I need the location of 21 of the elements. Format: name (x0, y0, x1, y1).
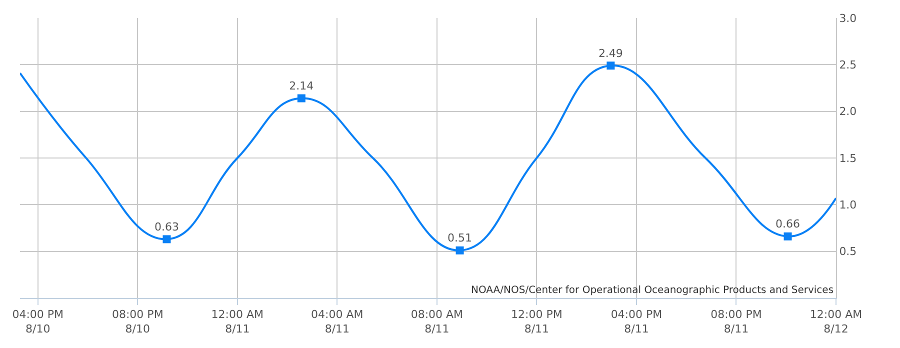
x-tick-label: 12:00 AM 8/12 (810, 308, 862, 336)
data-label: 2.49 (598, 46, 623, 60)
x-tick-label: 12:00 AM 8/11 (211, 308, 264, 336)
x-tick-label: 08:00 AM 8/11 (410, 308, 464, 336)
y-tick-label: 1.0 (839, 198, 857, 212)
annotation: NOAA/NOS/Center for Operational Oceanographic Products and Services (471, 285, 834, 296)
y-tick-label: 3.0 (839, 12, 857, 25)
y-tick-label: 2.0 (839, 105, 857, 118)
data-label: 0.51 (448, 232, 472, 245)
y-tick-label: 0.5 (839, 245, 857, 258)
data-label: 0.63 (154, 220, 179, 234)
y-tick-label: 2.5 (839, 58, 857, 72)
y-tick-label: 1.5 (839, 152, 857, 165)
x-tick-label: 04:00 PM 8/11 (610, 308, 662, 336)
x-tick-label: 08:00 PM 8/11 (710, 308, 762, 336)
data-label: 0.66 (776, 218, 800, 231)
data-label: 2.14 (289, 80, 314, 93)
x-tick-label: 12:00 PM 8/11 (511, 308, 562, 336)
x-tick-label: 08:00 PM 8/10 (112, 308, 164, 336)
x-tick-label: 04:00 AM 8/11 (311, 308, 364, 336)
x-tick-label: 04:00 PM 8/10 (12, 308, 64, 336)
